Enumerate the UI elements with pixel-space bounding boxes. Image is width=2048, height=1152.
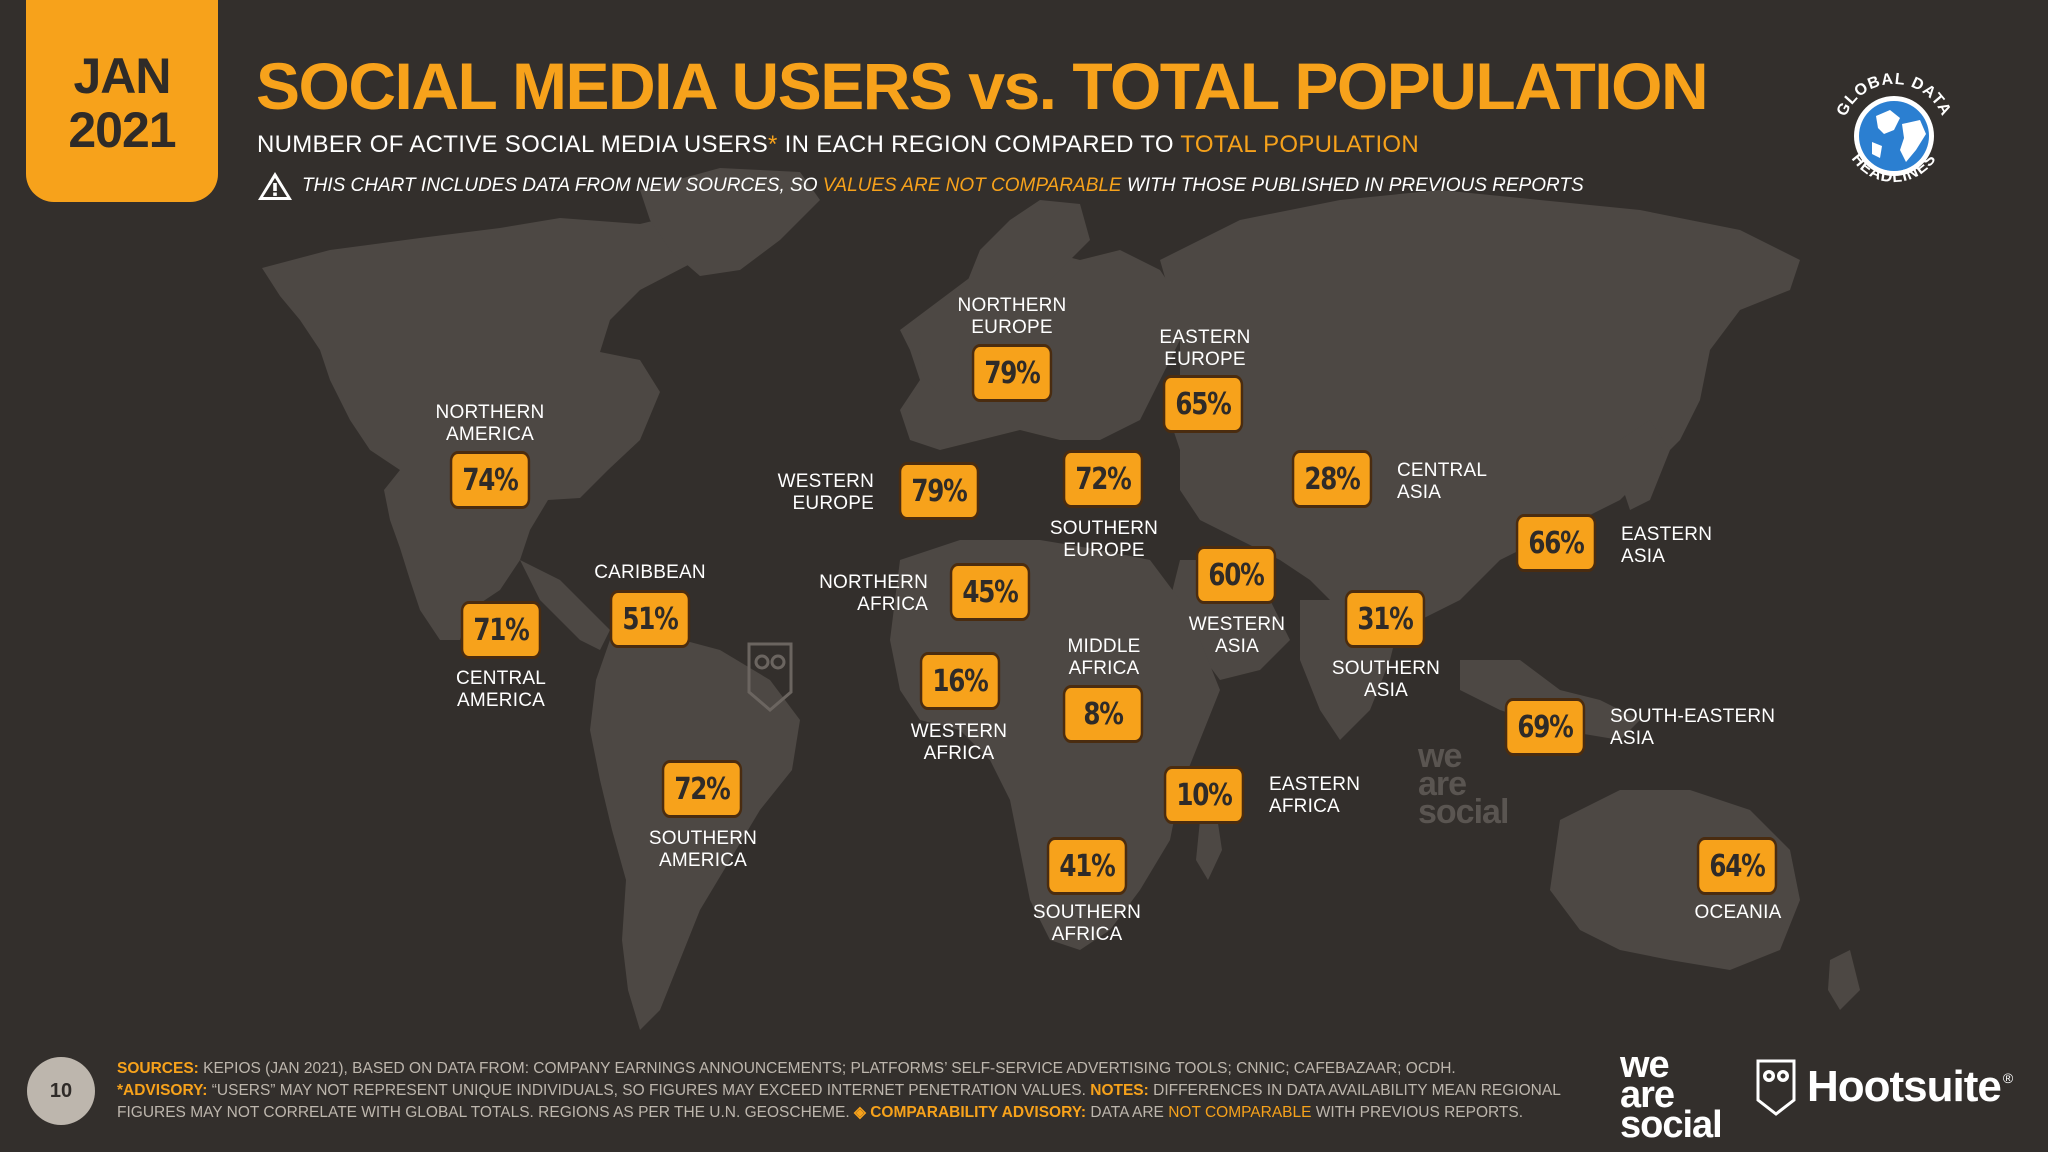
region-label-southern-asia: SOUTHERN ASIA [1331,658,1441,701]
comparability-text: DATA ARE [1086,1104,1169,1121]
subtitle: NUMBER OF ACTIVE SOCIAL MEDIA USERS* IN … [257,131,1419,159]
hootsuite-owl-icon [1756,1059,1796,1116]
value-box-eastern-africa: 10% [1163,766,1245,824]
warning-text-2: WITH THOSE PUBLISHED IN PREVIOUS REPORTS [1121,175,1584,196]
date-year: 2021 [68,102,176,158]
we-are-social-logo: we are social [1620,1044,1723,1146]
region-label-oceania: OCEANIA [1694,902,1782,923]
value-box-central-asia: 28% [1291,450,1373,508]
value-box-western-europe: 79% [898,462,980,520]
notes-key: NOTES: [1090,1082,1149,1099]
region-label-eastern-africa: EASTERN AFRICA [1269,774,1361,817]
subtitle-text-2: IN EACH REGION COMPARED TO [777,131,1181,158]
value-box-western-africa: 16% [919,652,1001,710]
value-box-central-america: 71% [460,601,542,659]
region-label-western-africa: WESTERN AFRICA [910,721,1008,764]
region-label-northern-europe: NORTHERN EUROPE [957,295,1067,338]
value-box-northern-america: 74% [449,451,531,509]
region-label-northern-america: NORTHERN AMERICA [435,402,545,445]
region-label-western-asia: WESTERN ASIA [1188,614,1286,657]
comparability-warning: THIS CHART INCLUDES DATA FROM NEW SOURCE… [256,170,1584,202]
notes-line-3: FIGURES MAY NOT CORRELATE WITH GLOBAL TO… [117,1104,854,1121]
region-label-eastern-asia: EASTERN ASIA [1621,524,1713,567]
we-are-social-watermark: we are social [1418,737,1509,831]
warning-icon [258,172,292,200]
value-box-western-asia: 60% [1195,546,1277,604]
warning-text: THIS CHART INCLUDES DATA FROM NEW SOURCE… [302,175,823,196]
region-label-central-asia: CENTRAL ASIA [1397,460,1488,503]
value-box-oceania: 64% [1696,837,1778,895]
advisory-key: *ADVISORY: [117,1082,208,1099]
value-box-northern-europe: 79% [971,344,1053,402]
subtitle-highlight: TOTAL POPULATION [1180,131,1420,158]
region-label-western-europe: WESTERN EUROPE [777,471,874,514]
comparability-key: ◈ COMPARABILITY ADVISORY: [853,1104,1087,1121]
sources-notes: SOURCES: KEPIOS (JAN 2021), BASED ON DAT… [117,1058,1587,1124]
notes-text: DIFFERENCES IN DATA AVAILABILITY MEAN RE… [1148,1082,1561,1099]
sources-text: KEPIOS (JAN 2021), BASED ON DATA FROM: C… [198,1060,1456,1077]
value-box-eastern-asia: 66% [1515,514,1597,572]
sources-key: SOURCES: [117,1060,199,1077]
page-title: SOCIAL MEDIA USERS vs. TOTAL POPULATION [256,49,1709,123]
region-label-southern-africa: SOUTHERN AFRICA [1032,902,1142,945]
region-label-central-america: CENTRAL AMERICA [455,668,547,711]
value-box-eastern-europe: 65% [1162,375,1244,433]
advisory-text: “USERS” MAY NOT REPRESENT UNIQUE INDIVID… [207,1082,1091,1099]
value-box-southern-africa: 41% [1046,837,1128,895]
region-label-southern-europe: SOUTHERN EUROPE [1049,518,1159,561]
region-label-eastern-europe: EASTERN EUROPE [1159,327,1251,370]
comparability-text-2: WITH PREVIOUS REPORTS. [1311,1104,1524,1121]
owl-icon [747,642,793,712]
hootsuite-wordmark: Hootsuite [1807,1062,2002,1111]
region-label-southern-america: SOUTHERN AMERICA [648,828,758,871]
date-tab: JAN 2021 [26,0,218,202]
value-box-south-eastern-asia: 69% [1504,698,1586,756]
global-data-headlines-badge: GLOBAL DATA HEADLINES [1834,71,1954,187]
value-box-middle-africa: 8% [1062,685,1144,743]
value-box-caribbean: 51% [609,590,691,648]
region-label-northern-africa: NORTHERN AFRICA [819,572,928,615]
value-box-southern-asia: 31% [1344,590,1426,648]
hootsuite-logo: Hootsuite ® [1755,1058,2013,1116]
warning-highlight: VALUES ARE NOT COMPARABLE [822,175,1122,196]
value-box-northern-africa: 45% [949,563,1031,621]
value-box-southern-america: 72% [661,760,743,818]
region-label-south-eastern-asia: SOUTH-EASTERN ASIA [1610,706,1776,749]
page-number: 10 [27,1057,95,1125]
comparability-highlight: NOT COMPARABLE [1168,1104,1312,1121]
date-month: JAN [73,48,171,104]
subtitle-text: NUMBER OF ACTIVE SOCIAL MEDIA USERS [257,131,769,158]
hootsuite-registered-mark: ® [2002,1070,2014,1086]
region-label-middle-africa: MIDDLE AFRICA [1067,636,1141,679]
subtitle-star: * [768,131,778,158]
region-label-caribbean: CARIBBEAN [594,562,706,583]
value-box-southern-europe: 72% [1062,450,1144,508]
